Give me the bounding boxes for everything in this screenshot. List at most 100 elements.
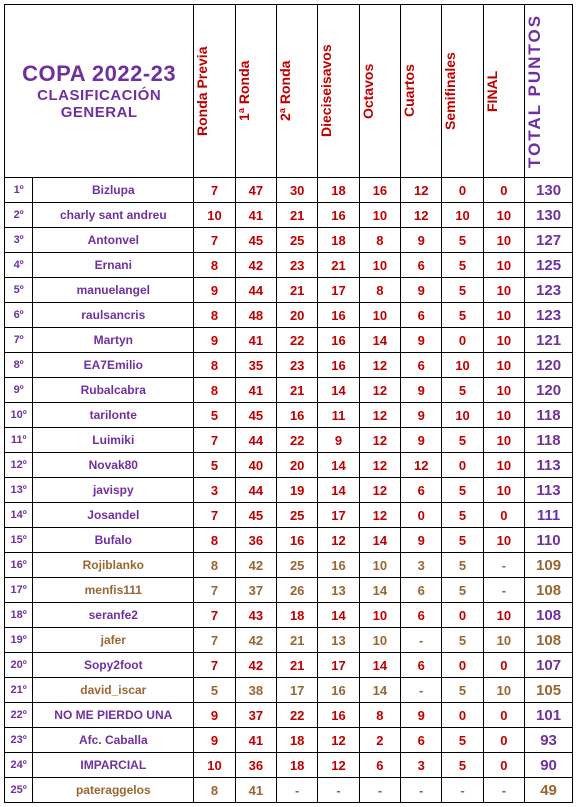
- player-name: menfis111: [33, 578, 194, 603]
- score-cell: 16: [277, 528, 318, 553]
- total-cell: 120: [525, 353, 573, 378]
- table-row: 18ºseranfe27431814106010108: [5, 603, 573, 628]
- score-cell: 14: [359, 678, 400, 703]
- rank-cell: 1º: [5, 178, 33, 203]
- score-cell: 40: [235, 453, 276, 478]
- score-cell: 6: [401, 653, 442, 678]
- rank-cell: 15º: [5, 528, 33, 553]
- header-round-0: Ronda Previa: [194, 5, 235, 178]
- rank-cell: 19º: [5, 628, 33, 653]
- score-cell: 47: [235, 178, 276, 203]
- score-cell: 12: [359, 428, 400, 453]
- player-name: IMPARCIAL: [33, 753, 194, 778]
- score-cell: 44: [235, 478, 276, 503]
- score-cell: 10: [483, 678, 524, 703]
- score-cell: 25: [277, 228, 318, 253]
- score-cell: 23: [277, 253, 318, 278]
- rank-cell: 18º: [5, 603, 33, 628]
- header-round-5: Cuartos: [401, 5, 442, 178]
- score-cell: 10: [483, 528, 524, 553]
- score-cell: 0: [483, 728, 524, 753]
- score-cell: 10: [194, 203, 235, 228]
- score-cell: -: [277, 778, 318, 803]
- rank-cell: 10º: [5, 403, 33, 428]
- total-cell: 125: [525, 253, 573, 278]
- score-cell: 2: [359, 728, 400, 753]
- player-name: charly sant andreu: [33, 203, 194, 228]
- score-cell: 5: [442, 528, 483, 553]
- score-cell: 48: [235, 303, 276, 328]
- score-cell: 45: [235, 403, 276, 428]
- score-cell: 14: [318, 378, 359, 403]
- score-cell: 5: [442, 628, 483, 653]
- score-cell: 18: [318, 228, 359, 253]
- total-cell: 109: [525, 553, 573, 578]
- score-cell: 9: [401, 378, 442, 403]
- player-name: Martyn: [33, 328, 194, 353]
- score-cell: 0: [442, 653, 483, 678]
- score-cell: -: [401, 678, 442, 703]
- score-cell: 5: [194, 453, 235, 478]
- total-cell: 107: [525, 653, 573, 678]
- score-cell: 13: [318, 578, 359, 603]
- score-cell: 9: [194, 328, 235, 353]
- title-main: COPA 2022-23: [9, 61, 189, 87]
- score-cell: 6: [401, 353, 442, 378]
- score-cell: 42: [235, 553, 276, 578]
- table-row: 2ºcharly sant andreu1041211610121010130: [5, 203, 573, 228]
- score-cell: 6: [401, 478, 442, 503]
- table-row: 25ºpateraggelos841------49: [5, 778, 573, 803]
- player-name: Josandel: [33, 503, 194, 528]
- total-cell: 108: [525, 628, 573, 653]
- score-cell: 7: [194, 178, 235, 203]
- score-cell: 21: [277, 653, 318, 678]
- score-cell: 13: [318, 628, 359, 653]
- score-cell: 16: [277, 403, 318, 428]
- score-cell: -: [483, 553, 524, 578]
- score-cell: 16: [318, 203, 359, 228]
- score-cell: 44: [235, 278, 276, 303]
- score-cell: 10: [483, 253, 524, 278]
- total-cell: 113: [525, 453, 573, 478]
- score-cell: 0: [483, 653, 524, 678]
- score-cell: 7: [194, 228, 235, 253]
- score-cell: 42: [235, 653, 276, 678]
- rank-cell: 23º: [5, 728, 33, 753]
- score-cell: 0: [483, 178, 524, 203]
- score-cell: 5: [194, 678, 235, 703]
- rank-cell: 14º: [5, 503, 33, 528]
- score-cell: 10: [359, 628, 400, 653]
- score-cell: 10: [194, 753, 235, 778]
- score-cell: 0: [442, 603, 483, 628]
- score-cell: 10: [483, 403, 524, 428]
- total-cell: 113: [525, 478, 573, 503]
- table-row: 11ºLuimiki744229129510118: [5, 428, 573, 453]
- score-cell: 25: [277, 503, 318, 528]
- score-cell: 37: [235, 578, 276, 603]
- score-cell: 0: [442, 178, 483, 203]
- header-round-3: Dieciseisavos: [318, 5, 359, 178]
- player-name: EA7Emilio: [33, 353, 194, 378]
- table-row: 21ºdavid_iscar538171614-510105: [5, 678, 573, 703]
- score-cell: 20: [277, 303, 318, 328]
- table-row: 14ºJosandel745251712050111: [5, 503, 573, 528]
- total-cell: 120: [525, 378, 573, 403]
- player-name: pateraggelos: [33, 778, 194, 803]
- rank-cell: 25º: [5, 778, 33, 803]
- score-cell: 6: [401, 728, 442, 753]
- table-row: 13ºjavispy3441914126510113: [5, 478, 573, 503]
- score-cell: 16: [318, 353, 359, 378]
- score-cell: 36: [235, 753, 276, 778]
- rank-cell: 5º: [5, 278, 33, 303]
- player-name: Sopy2foot: [33, 653, 194, 678]
- score-cell: 11: [318, 403, 359, 428]
- score-cell: 41: [235, 378, 276, 403]
- score-cell: 12: [318, 728, 359, 753]
- score-cell: 18: [277, 603, 318, 628]
- rank-cell: 4º: [5, 253, 33, 278]
- title-sub1: CLASIFICACIÓN: [9, 87, 189, 104]
- score-cell: 36: [235, 528, 276, 553]
- player-name: Bizlupa: [33, 178, 194, 203]
- standings-table: COPA 2022-23 CLASIFICACIÓN GENERAL Ronda…: [4, 4, 573, 803]
- score-cell: 0: [442, 453, 483, 478]
